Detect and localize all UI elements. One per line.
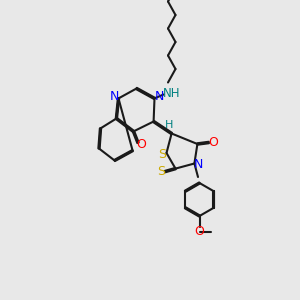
Text: N: N [109,90,119,104]
Text: O: O [208,136,218,149]
Text: O: O [137,138,146,151]
Text: S: S [158,148,166,161]
Text: NH: NH [163,86,181,100]
Text: H: H [165,120,173,130]
Text: S: S [157,165,165,178]
Text: N: N [194,158,203,172]
Text: O: O [195,225,204,239]
Text: N: N [155,90,165,104]
